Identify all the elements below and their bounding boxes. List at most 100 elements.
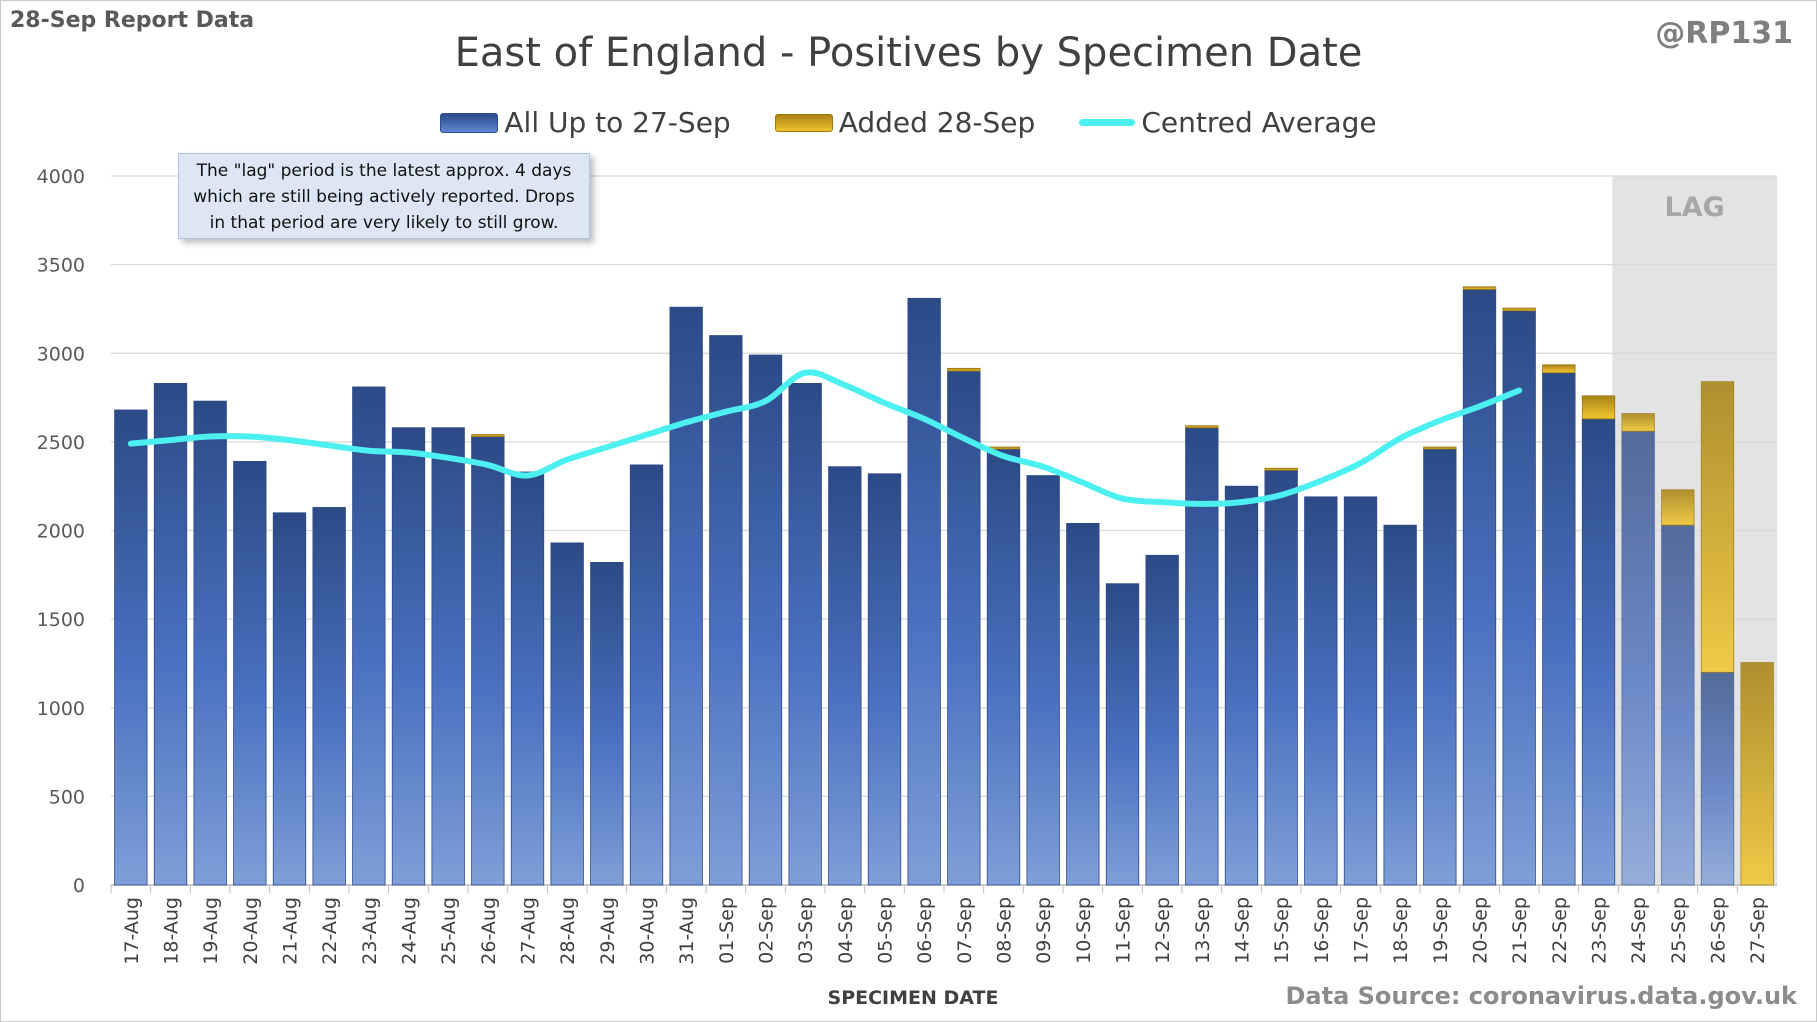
bar-added-13-Sep [1185,425,1219,429]
bar-base-30-Aug [629,464,664,886]
bar-base-17-Aug [114,409,148,886]
y-tick-label: 1000 [37,698,85,720]
x-tick-label: 17-Aug [121,897,143,965]
x-tick-label: 28-Aug [557,897,579,965]
bar-base-28-Aug [550,542,584,886]
y-tick-label: 2500 [37,432,85,454]
lag-period-label: LAG [1665,192,1725,223]
bar-base-05-Sep [867,473,902,886]
y-tick-label: 3500 [37,255,85,277]
chart-title: East of England - Positives by Specimen … [454,30,1363,76]
bar-base-14-Sep [1224,485,1259,886]
x-tick-label: 08-Sep [994,897,1016,964]
x-tick-label: 01-Sep [716,897,738,964]
x-tick-label: 25-Sep [1668,897,1690,964]
x-tick-label: 24-Sep [1628,897,1650,964]
x-tick-label: 21-Aug [280,897,302,965]
x-tick-label: 29-Aug [597,897,619,965]
lag-note-box: The "lag" period is the latest approx. 4… [178,153,590,239]
bar-base-23-Sep [1581,418,1616,886]
x-tick-label: 10-Sep [1073,897,1095,964]
x-tick-label: 04-Sep [835,897,857,964]
legend: All Up to 27-Sep Added 28-Sep Centred Av… [0,106,1817,139]
y-tick-label: 2000 [37,521,85,543]
x-tick-label: 22-Aug [319,897,341,965]
x-tick-label: 27-Sep [1747,897,1769,964]
bar-added-20-Sep [1462,286,1497,290]
legend-item-all-up-to: All Up to 27-Sep [440,106,731,139]
x-tick-label: 31-Aug [676,897,698,965]
x-tick-label: 15-Sep [1271,897,1293,964]
x-axis-title: SPECIMEN DATE [828,987,999,1009]
bar-base-03-Sep [788,382,822,886]
bar-added-22-Sep [1542,364,1576,374]
bar-base-24-Sep [1621,430,1655,886]
bar-base-07-Sep [947,370,981,886]
x-tick-label: 27-Aug [518,897,540,965]
x-tick-label: 22-Sep [1549,897,1571,964]
x-tick-label: 23-Aug [359,897,381,965]
bar-base-22-Aug [312,507,346,886]
legend-swatch-blue [440,112,499,133]
author-handle: @RP131 [1655,16,1793,51]
x-tick-label: 13-Sep [1192,897,1214,964]
x-tick-label: 26-Aug [478,897,500,965]
x-tick-label: 19-Aug [200,897,222,965]
bar-base-27-Aug [510,471,545,886]
bar-base-25-Sep [1661,524,1695,886]
x-tick-label: 02-Sep [756,897,778,964]
x-tick-label: 18-Sep [1390,897,1412,964]
x-tick-label: 21-Sep [1509,897,1531,964]
y-tick-label: 500 [49,786,85,808]
bar-base-20-Sep [1462,289,1497,886]
bar-added-23-Sep [1581,395,1616,420]
bar-base-20-Aug [233,460,267,886]
legend-label-centred-average: Centred Average [1141,106,1377,139]
centred-average-line [127,369,1523,507]
bar-base-01-Sep [709,335,743,886]
bar-base-25-Aug [431,427,465,886]
legend-label-added: Added 28-Sep [838,106,1036,139]
bar-base-24-Aug [391,427,426,886]
bar-added-26-Sep [1700,381,1735,673]
x-tick-label: 11-Sep [1113,897,1135,964]
bar-base-11-Sep [1105,583,1140,886]
bar-base-18-Sep [1383,524,1417,886]
bar-base-23-Aug [352,386,386,886]
bar-base-29-Aug [590,562,624,886]
data-source-label: Data Source: coronavirus.data.gov.uk [1285,982,1798,1010]
note-line-2: which are still being actively reported.… [193,187,575,207]
bar-base-17-Sep [1343,496,1378,886]
report-date-label: 28-Sep Report Data [10,8,255,33]
bar-added-19-Sep [1423,446,1457,450]
bar-base-13-Sep [1185,427,1219,886]
legend-item-centred-average: Centred Average [1079,106,1377,139]
bar-base-08-Sep [986,448,1021,886]
bar-base-22-Sep [1542,372,1576,886]
y-tick-label: 3000 [37,343,85,365]
bar-base-09-Sep [1026,475,1060,886]
bar-base-31-Aug [669,306,703,886]
x-tick-label: 23-Sep [1589,897,1611,964]
x-tick-label: 30-Aug [637,897,659,965]
x-tick-label: 07-Sep [954,897,976,964]
bar-added-21-Sep [1502,307,1536,312]
x-tick-label: 17-Sep [1351,897,1373,964]
bar-base-02-Sep [748,354,783,886]
bar-added-26-Aug [471,434,505,437]
bar-base-19-Sep [1423,448,1457,886]
bar-added-24-Sep [1621,413,1655,432]
legend-item-added: Added 28-Sep [774,106,1036,139]
bar-base-10-Sep [1066,523,1100,886]
x-tick-label: 16-Sep [1311,897,1333,964]
bar-base-26-Aug [471,436,505,886]
x-tick-label: 24-Aug [399,897,421,965]
note-line-1: The "lag" period is the latest approx. 4… [196,161,572,181]
y-tick-label: 0 [73,875,85,897]
x-tick-label: 09-Sep [1033,897,1055,964]
bar-added-27-Sep [1740,662,1774,886]
bar-base-16-Sep [1304,496,1338,886]
bar-base-12-Sep [1145,554,1179,886]
bar-base-04-Sep [828,466,862,886]
